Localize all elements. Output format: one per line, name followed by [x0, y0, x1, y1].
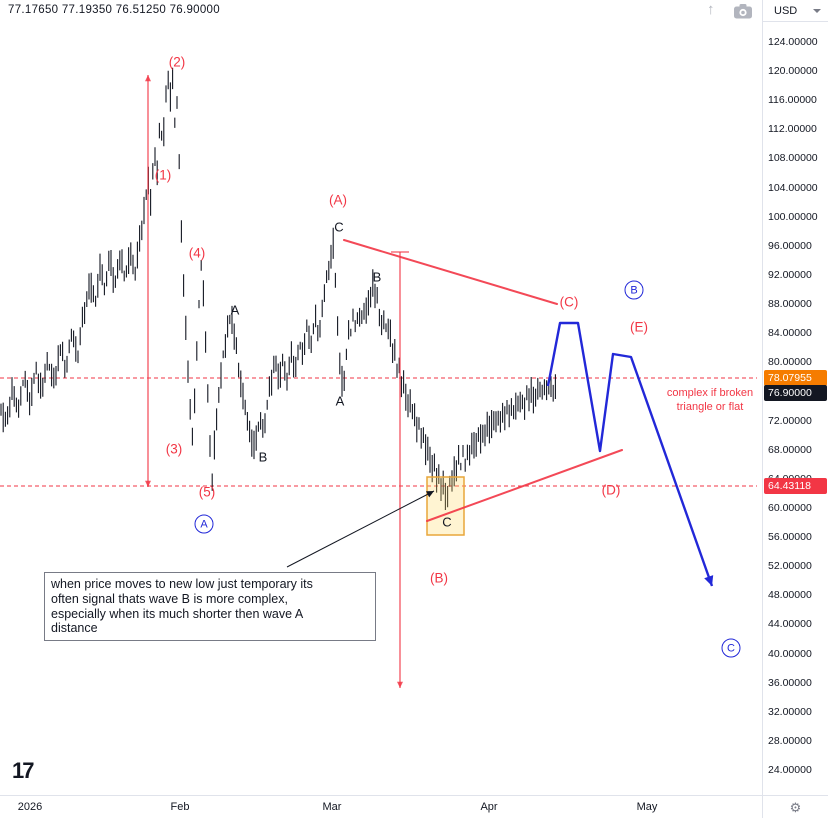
wave-letter-black[interactable]: C [442, 514, 452, 530]
chevron-down-icon [813, 8, 822, 13]
ohlc-readout: 77.17650 77.19350 76.51250 76.90000 [8, 4, 220, 16]
wave-letter-black[interactable]: C [334, 219, 344, 235]
price-tick: 100.00000 [768, 210, 818, 223]
wave-label-red[interactable]: (E) [630, 319, 648, 335]
price-tick: 72.00000 [768, 414, 812, 427]
camera-snapshot-icon[interactable] [733, 2, 753, 26]
time-label: Apr [480, 801, 498, 813]
price-tick: 108.00000 [768, 152, 818, 165]
price-tick: 56.00000 [768, 531, 812, 544]
scroll-to-recent-icon[interactable]: ↑ [707, 1, 715, 18]
wave-label-red[interactable]: (C) [559, 294, 579, 310]
price-tick: 92.00000 [768, 268, 812, 281]
currency-label: USD [774, 4, 798, 17]
camera-icon [734, 4, 752, 19]
price-chart-svg[interactable] [0, 0, 762, 795]
price-badge: 78.07955 [764, 370, 827, 386]
wave-label-red[interactable]: (3) [165, 441, 183, 457]
price-tick: 112.00000 [768, 123, 817, 136]
price-tick: 116.00000 [768, 94, 817, 107]
wave-letter-black[interactable]: B [258, 449, 268, 465]
highlight-box[interactable] [426, 476, 465, 536]
price-tick: 88.00000 [768, 298, 812, 311]
currency-dropdown[interactable]: USD [762, 0, 828, 22]
wave-letter-black[interactable]: B [372, 269, 382, 285]
price-badge: 76.90000 [764, 385, 827, 401]
price-tick: 32.00000 [768, 705, 812, 718]
projection-arrowhead [704, 575, 714, 586]
projection-path[interactable] [546, 321, 714, 587]
trendline[interactable] [343, 239, 558, 305]
wave-label-red[interactable]: (A) [329, 192, 347, 208]
price-tick: 124.00000 [768, 36, 818, 48]
price-tick: 80.00000 [768, 356, 812, 369]
price-tick: 36.00000 [768, 676, 812, 689]
price-axis[interactable]: 124.00000 120.00000 116.00000 112.00000 108.… [762, 0, 828, 795]
axis-settings-corner: ⚙ [762, 795, 828, 818]
note-text-box[interactable]: when price moves to new low just tempora… [44, 572, 376, 641]
side-note-line: complex if broken [666, 387, 754, 399]
wave-circled-blue[interactable]: C [721, 638, 741, 658]
wave-label-red[interactable]: (5) [198, 484, 216, 500]
price-tick: 60.00000 [768, 501, 812, 514]
side-note-line: triangle or flat [676, 400, 744, 413]
price-tick: 48.00000 [768, 589, 812, 602]
time-label: Feb [170, 801, 190, 813]
wave-letter-black[interactable]: A [230, 302, 240, 318]
price-tick: 44.00000 [768, 618, 812, 631]
time-axis[interactable]: 2026 Feb Mar Apr May [0, 795, 828, 818]
price-tick: 40.00000 [768, 647, 812, 660]
wave-circled-blue[interactable]: A [194, 514, 214, 534]
price-tick: 68.00000 [768, 443, 812, 456]
wave-label-red[interactable]: (2) [168, 54, 186, 70]
time-label: May [636, 801, 658, 813]
price-tick: 84.00000 [768, 327, 812, 340]
note-line: often signal thats wave B is more comple… [51, 591, 288, 606]
tradingview-logo[interactable]: 17 [12, 758, 35, 783]
wave-label-red[interactable]: (B) [430, 570, 448, 586]
arrowhead-down [145, 480, 151, 487]
price-bars [0, 67, 556, 510]
price-tick: 104.00000 [768, 181, 818, 194]
side-note-red[interactable]: complex if broken triangle or flat [662, 387, 758, 415]
arrowhead-up [145, 75, 151, 82]
note-line: distance [51, 621, 98, 636]
price-tick: 52.00000 [768, 560, 812, 573]
wave-label-red[interactable]: (D) [601, 482, 621, 498]
arrowhead-down [397, 681, 403, 688]
pointer-arrowhead [426, 491, 434, 498]
price-tick: 96.00000 [768, 239, 812, 252]
price-badge: 64.43118 [764, 478, 827, 494]
time-label: 2026 [17, 801, 43, 813]
wave-label-red[interactable]: (1) [154, 167, 172, 183]
wave-circled-blue[interactable]: B [624, 280, 644, 300]
time-label: Mar [322, 801, 342, 813]
wave-label-red[interactable]: (4) [188, 245, 206, 261]
gear-icon[interactable]: ⚙ [789, 799, 802, 815]
trendline[interactable] [426, 449, 623, 522]
note-line: especially when its much shorter then wa… [51, 606, 304, 621]
note-line: when price moves to new low just tempora… [51, 577, 313, 591]
price-tick: 28.00000 [768, 734, 812, 747]
price-tick: 120.00000 [768, 65, 818, 78]
wave-letter-black[interactable]: A [335, 393, 345, 409]
pointer-arrow-line[interactable] [286, 490, 435, 568]
price-tick: 24.00000 [768, 764, 812, 776]
